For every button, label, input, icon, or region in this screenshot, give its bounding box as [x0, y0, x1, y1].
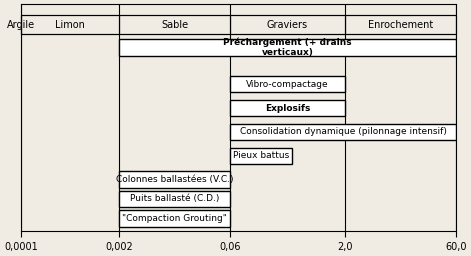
Bar: [230, 147, 292, 164]
Text: Limon: Limon: [55, 20, 85, 30]
Text: Préchargement (+ drains
verticaux): Préchargement (+ drains verticaux): [223, 37, 352, 57]
Text: Puits ballasté (C.D.): Puits ballasté (C.D.): [130, 195, 219, 204]
Bar: [119, 210, 230, 227]
Text: Argile: Argile: [7, 20, 35, 30]
Text: Graviers: Graviers: [267, 20, 308, 30]
Text: "Compaction Grouting": "Compaction Grouting": [122, 214, 227, 223]
Text: Explosifs: Explosifs: [265, 104, 310, 113]
Bar: [119, 191, 230, 207]
Text: Colonnes ballastées (V.C.): Colonnes ballastées (V.C.): [116, 175, 233, 184]
Bar: [345, 15, 456, 35]
Bar: [119, 171, 230, 188]
Text: Vibro-compactage: Vibro-compactage: [246, 80, 329, 89]
Text: Enrochement: Enrochement: [368, 20, 433, 30]
Bar: [230, 76, 345, 92]
Bar: [230, 100, 345, 116]
Text: Pieux battus: Pieux battus: [233, 151, 289, 160]
Text: Sable: Sable: [161, 20, 188, 30]
Bar: [119, 15, 230, 35]
Bar: [119, 39, 456, 56]
Bar: [230, 15, 345, 35]
Bar: [230, 124, 456, 140]
Bar: [21, 15, 119, 35]
Text: Consolidation dynamique (pilonnage intensif): Consolidation dynamique (pilonnage inten…: [240, 127, 447, 136]
